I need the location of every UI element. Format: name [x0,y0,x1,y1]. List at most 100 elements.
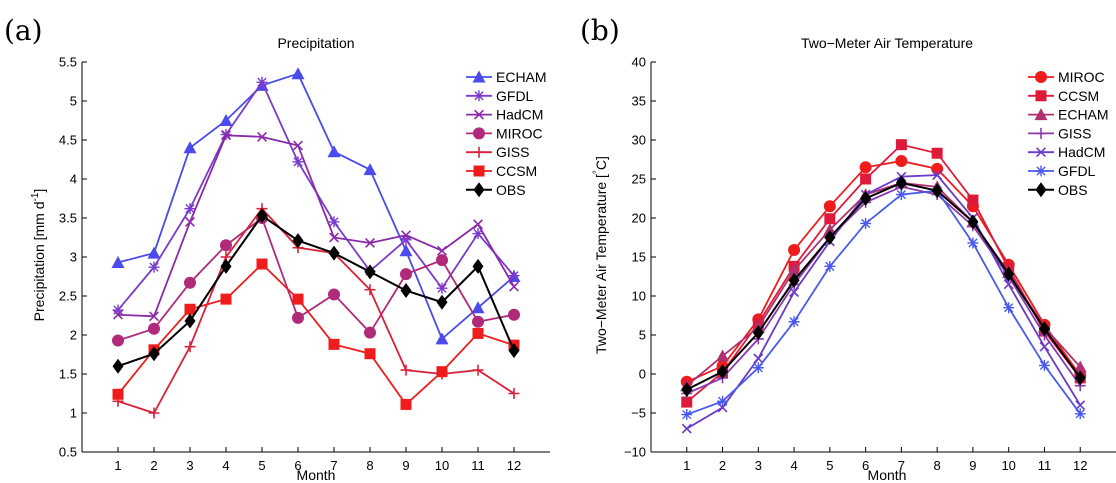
data-point-hadcm [401,230,411,241]
data-point-hadcm [221,130,231,141]
data-point-obs [112,358,124,374]
legend-item: HadCM [466,107,543,123]
x-tick-label: 2 [719,458,726,473]
data-point-ccsm [292,293,304,305]
y-tick-label: 35 [632,94,646,109]
data-point-miroc [112,334,124,347]
data-point-gfdl [752,362,764,374]
panel-label-b: (b) [580,14,620,47]
legend-label: HadCM [496,107,543,123]
data-point-gfdl [508,270,520,282]
data-point-giss [400,364,412,376]
data-point-echam [219,114,233,126]
data-point-gfdl [472,228,484,240]
data-point-hadcm [473,219,483,230]
data-point-echam [787,263,801,276]
y-tick-label: 15 [632,250,646,265]
y-tick-label: 1.5 [59,367,77,382]
data-point-echam [183,141,197,154]
data-point-hadcm [1039,341,1050,352]
x-tick-label: 5 [826,458,833,473]
data-point-echam [716,349,730,362]
data-point-giss [508,388,520,399]
series-ccsm [681,139,1086,408]
x-tick-label: 6 [294,458,301,473]
legend-marker [1035,90,1047,102]
data-point-hadcm [932,170,943,181]
data-point-miroc [148,322,160,335]
x-tick-label: 5 [258,458,265,473]
data-point-hadcm [257,131,267,142]
data-point-obs [752,325,764,341]
series-echam [111,67,521,345]
series-line-miroc [686,160,1081,383]
y-tick-label: 3 [70,250,77,265]
x-tick-label: 1 [114,458,121,473]
data-point-gfdl [1003,302,1015,314]
y-tick-label: −5 [631,406,646,421]
legend-label: GISS [496,144,529,160]
y-tick-label: 25 [632,172,646,187]
legend-label: GFDL [1058,163,1096,179]
data-point-giss [148,407,160,419]
data-point-hadcm [185,216,195,227]
data-point-ccsm [931,147,943,159]
data-point-hadcm [149,311,159,322]
legend-marker [1035,182,1047,198]
data-point-gfdl [436,282,448,294]
legend-label: CCSM [496,163,537,179]
legend-item: GISS [466,144,529,160]
y-tick-label: 5 [70,94,77,109]
data-point-gfdl [148,261,160,273]
data-point-hadcm [753,353,764,364]
data-point-gfdl [788,316,800,328]
legend-label: HadCM [1058,144,1105,160]
legend-label: OBS [496,182,526,198]
data-point-echam [471,301,485,314]
data-point-miroc [184,276,196,289]
legend-marker [473,90,485,102]
data-point-gfdl [824,260,836,272]
x-axis-label-precip: Month [297,467,336,483]
data-point-miroc [508,308,520,321]
data-point-obs [895,175,907,191]
x-tick-label: 10 [1001,458,1015,473]
data-point-hadcm [1075,400,1086,411]
series-line-hadcm [117,134,515,318]
data-point-ccsm [472,327,484,339]
x-axis-label-temp: Month [868,467,907,483]
data-point-hadcm [329,232,339,243]
data-point-hadcm [509,281,519,292]
x-tick-label: 7 [330,458,337,473]
series-line-ccsm [117,262,515,406]
data-point-echam [147,246,161,259]
data-point-echam [327,145,341,158]
x-tick-label: 7 [898,458,905,473]
data-point-gfdl [256,76,268,88]
series-obs [112,208,520,374]
legend-marker [1035,71,1047,83]
data-point-obs [148,346,160,362]
data-point-ccsm [328,338,340,350]
x-tick-label: 4 [222,458,229,473]
legend-marker [474,109,484,120]
x-tick-label: 8 [934,458,941,473]
y-tick-label: 4 [70,172,77,187]
data-point-miroc [292,311,304,324]
legend-label: ECHAM [496,69,547,85]
data-point-echam [399,244,413,257]
legend-label: ECHAM [1058,107,1109,123]
x-tick-label: 1 [683,458,690,473]
legend-label: OBS [1058,182,1088,198]
y-tick-label: 2 [70,328,77,343]
legend-marker [1034,108,1048,121]
x-tick-label: 9 [969,458,976,473]
legend-marker [473,165,485,177]
data-point-gfdl [328,216,340,228]
data-point-ccsm [860,173,872,185]
data-point-obs [967,214,979,230]
data-point-miroc [328,288,340,301]
data-point-obs [1074,370,1086,386]
y-tick-label: 5 [639,328,646,343]
